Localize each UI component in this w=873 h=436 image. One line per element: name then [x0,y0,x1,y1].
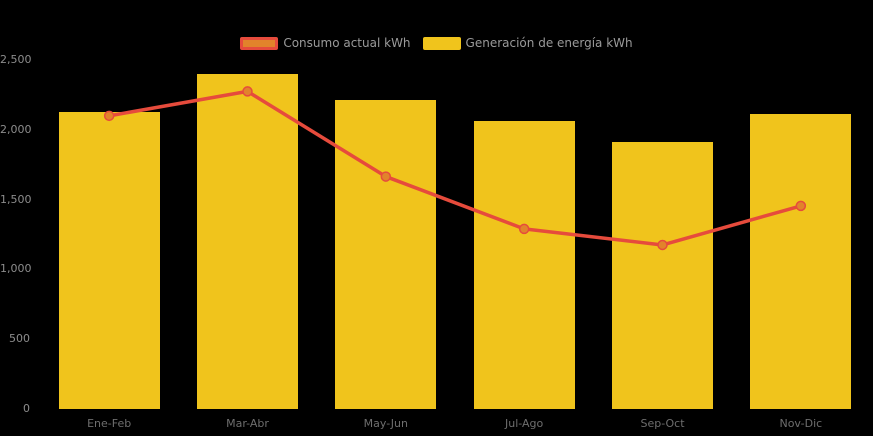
line-point-marker[interactable] [518,223,530,235]
y-tick-label: 1,000 [0,262,32,276]
legend: Consumo actual kWh Generación de energía… [0,37,873,50]
line-series-swatch-icon [240,37,279,50]
line-point-marker[interactable] [242,86,253,97]
legend-item-generacion[interactable]: Generación de energía kWh [422,36,633,50]
line-point-marker[interactable] [795,200,807,212]
y-tick-label: 0 [23,402,30,415]
bar-jul-ago[interactable] [473,120,575,409]
x-tick-label: Nov-Dic [779,417,823,430]
y-tick-label: 1,500 [0,192,32,206]
line-point-marker[interactable] [380,171,392,182]
x-tick-label: Ene-Feb [87,417,132,430]
line-point-marker[interactable] [103,110,115,122]
x-tick-label: Mar-Abr [226,417,269,430]
y-tick-label: 2,500 [0,53,32,66]
bar-may-jun[interactable] [335,100,437,409]
bar-sep-oct[interactable] [612,141,713,409]
bar-mar-abr[interactable] [197,73,298,409]
legend-label-generacion: Generación de energía kWh [465,36,633,50]
line-point-marker[interactable] [657,239,668,251]
y-tick-label: 2,000 [0,122,32,136]
x-tick-label: Jul-Ago [505,417,544,430]
y-axis: 0 500 1,000 1,500 2,000 2,500 [0,0,32,436]
legend-label-consumo: Consumo actual kWh [283,36,411,50]
y-tick-label: 500 [9,332,30,346]
bar-ene-feb[interactable] [58,111,160,409]
x-tick-label: Sep-Oct [640,417,685,430]
x-tick-label: May-Jun [363,417,408,430]
bar-series-swatch-icon [422,37,461,50]
bar-nov-dic[interactable] [750,114,852,409]
legend-item-consumo[interactable]: Consumo actual kWh [240,36,411,50]
